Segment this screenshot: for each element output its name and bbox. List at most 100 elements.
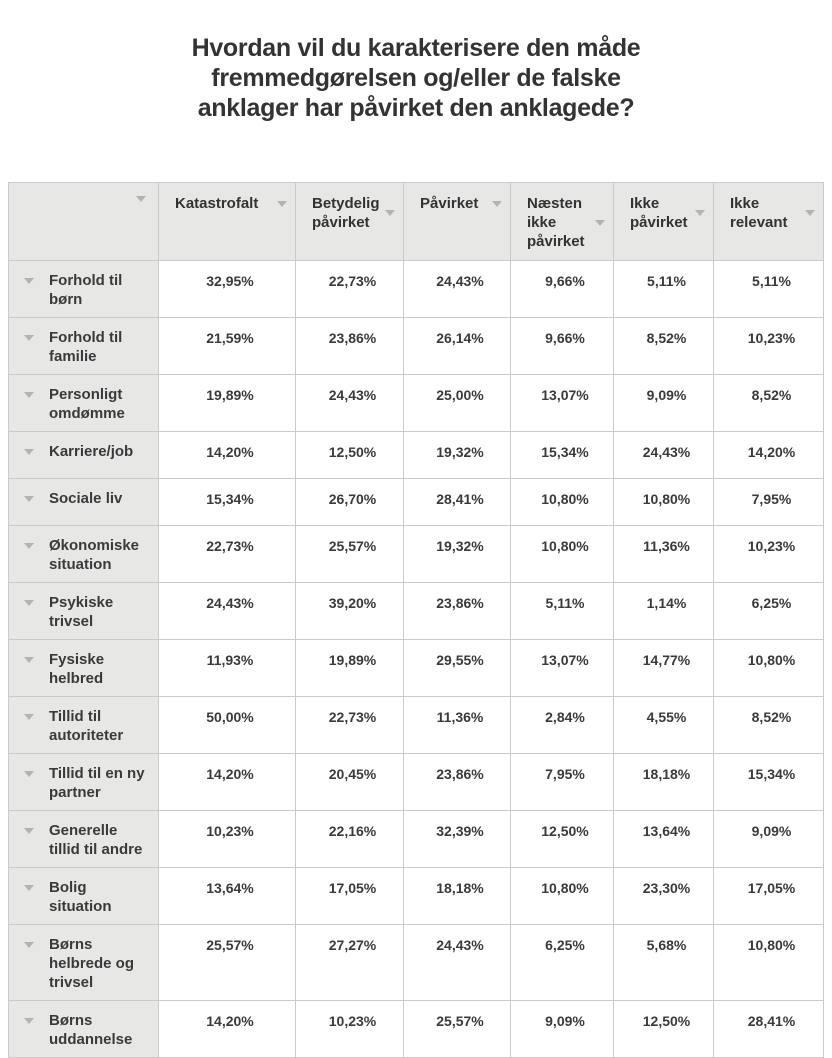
survey-results-table: Katastrofalt Betydelig påvirket Påvirket Næ… <box>8 182 824 1058</box>
value-cell: 17,05% <box>713 867 824 925</box>
column-sort-triangle-icon[interactable] <box>277 200 287 207</box>
table-row: Bolig situation 13,64% 17,05% 18,18% 10,80% 2… <box>8 867 824 925</box>
value-cell: 5,11% <box>713 260 824 318</box>
row-sort-triangle-icon[interactable] <box>24 449 34 455</box>
value-cell: 19,32% <box>403 525 511 583</box>
row-label-cell: Personligt omdømme <box>8 374 159 432</box>
column-header: Ikke relevant <box>713 182 824 261</box>
row-sort-triangle-icon[interactable] <box>24 1018 34 1024</box>
value-cell: 24,43% <box>613 431 714 479</box>
column-sort-triangle-icon[interactable] <box>695 210 705 216</box>
value-cell: 26,70% <box>295 478 404 526</box>
row-label-cell: Økonomiske situation <box>8 525 159 583</box>
value-cell: 8,52% <box>713 696 824 754</box>
value-cell: 6,25% <box>713 582 824 640</box>
value-cell: 11,36% <box>403 696 511 754</box>
value-cell: 25,57% <box>295 525 404 583</box>
row-sort-triangle-icon[interactable] <box>24 392 34 398</box>
row-arrow-box <box>9 271 49 284</box>
table-row: Karriere/job 14,20% 12,50% 19,32% 15,34% 24,4… <box>8 431 824 479</box>
value-cell: 24,43% <box>403 924 511 1001</box>
value-cell: 23,30% <box>613 867 714 925</box>
value-cell: 7,95% <box>713 478 824 526</box>
table-row: Forhold til familie 21,59% 23,86% 26,14% 9,6… <box>8 317 824 375</box>
row-sort-triangle-icon[interactable] <box>24 278 34 284</box>
value-cell: 24,43% <box>158 582 296 640</box>
row-label-cell: Tillid til autoriteter <box>8 696 159 754</box>
corner-header-cell <box>8 182 159 261</box>
row-arrow-box <box>9 328 49 341</box>
table-row: Tillid til autoriteter 50,00% 22,73% 11,36%… <box>8 696 824 754</box>
value-cell: 9,66% <box>510 260 614 318</box>
value-cell: 27,27% <box>295 924 404 1001</box>
value-cell: 10,80% <box>510 478 614 526</box>
row-sort-triangle-icon[interactable] <box>24 885 34 891</box>
value-cell: 23,86% <box>295 317 404 375</box>
value-cell: 39,20% <box>295 582 404 640</box>
value-cell: 25,57% <box>403 1000 511 1058</box>
value-cell: 12,50% <box>295 431 404 479</box>
row-sort-triangle-icon[interactable] <box>24 543 34 549</box>
table-row: Børns helbrede og trivsel 25,57% 27,27% 24,… <box>8 924 824 1001</box>
row-label-cell: Forhold til børn <box>8 260 159 318</box>
value-cell: 7,95% <box>510 753 614 811</box>
title-line-1: Hvordan vil du karakterisere den måde <box>191 34 641 62</box>
row-label-cell: Forhold til familie <box>8 317 159 375</box>
row-arrow-box <box>9 593 49 606</box>
table-row: Sociale liv 15,34% 26,70% 28,41% 10,80% 10,80… <box>8 478 824 526</box>
value-cell: 18,18% <box>403 867 511 925</box>
row-sort-triangle-icon[interactable] <box>24 714 34 720</box>
row-sort-triangle-icon[interactable] <box>24 335 34 341</box>
value-cell: 5,68% <box>613 924 714 1001</box>
row-label: Sociale liv <box>49 490 123 507</box>
column-header-label: Påvirket <box>420 195 479 212</box>
value-cell: 21,59% <box>158 317 296 375</box>
value-cell: 22,16% <box>295 810 404 868</box>
table-row: Økonomiske situation 22,73% 25,57% 19,32% 10… <box>8 525 824 583</box>
title-line-3: anklager har påvirket den anklagede? <box>197 94 635 122</box>
row-label-cell: Generelle tillid til andre <box>8 810 159 868</box>
row-sort-triangle-icon[interactable] <box>24 771 34 777</box>
column-sort-triangle-icon[interactable] <box>595 219 605 226</box>
column-sort-triangle-icon[interactable] <box>805 210 815 216</box>
row-label: Tillid til autoriteter <box>49 708 124 744</box>
value-cell: 10,23% <box>713 317 824 375</box>
value-cell: 19,89% <box>295 639 404 697</box>
row-sort-triangle-icon[interactable] <box>24 828 34 834</box>
row-arrow-box <box>9 650 49 663</box>
column-header-label: Ikke relevant <box>730 195 788 231</box>
value-cell: 26,14% <box>403 317 511 375</box>
row-sort-triangle-icon[interactable] <box>24 942 34 948</box>
row-arrow-box <box>9 878 49 891</box>
row-arrow-box <box>9 764 49 777</box>
value-cell: 11,93% <box>158 639 296 697</box>
column-header: Påvirket <box>403 182 511 261</box>
value-cell: 9,09% <box>510 1000 614 1058</box>
value-cell: 28,41% <box>403 478 511 526</box>
row-sort-triangle-icon[interactable] <box>24 496 34 502</box>
value-cell: 24,43% <box>295 374 404 432</box>
column-sort-triangle-icon[interactable] <box>385 210 395 216</box>
value-cell: 15,34% <box>510 431 614 479</box>
row-label: Generelle tillid til andre <box>49 822 143 858</box>
header-row: Katastrofalt Betydelig påvirket Påvirket Næ… <box>8 182 824 261</box>
value-cell: 6,25% <box>510 924 614 1001</box>
row-label: Karriere/job <box>49 443 134 460</box>
value-cell: 10,80% <box>713 639 824 697</box>
value-cell: 2,84% <box>510 696 614 754</box>
corner-sort-triangle-icon[interactable] <box>136 196 146 202</box>
row-sort-triangle-icon[interactable] <box>24 600 34 606</box>
value-cell: 15,34% <box>713 753 824 811</box>
row-label: Forhold til familie <box>49 329 123 365</box>
value-cell: 28,41% <box>713 1000 824 1058</box>
row-label-cell: Psykiske trivsel <box>8 582 159 640</box>
column-header: Næsten ikke påvirket <box>510 182 614 261</box>
value-cell: 18,18% <box>613 753 714 811</box>
column-sort-triangle-icon[interactable] <box>492 200 502 207</box>
value-cell: 22,73% <box>158 525 296 583</box>
value-cell: 8,52% <box>713 374 824 432</box>
row-sort-triangle-icon[interactable] <box>24 657 34 663</box>
table-row: Personligt omdømme 19,89% 24,43% 25,00% 13,0… <box>8 374 824 432</box>
row-label-cell: Sociale liv <box>8 478 159 526</box>
value-cell: 4,55% <box>613 696 714 754</box>
